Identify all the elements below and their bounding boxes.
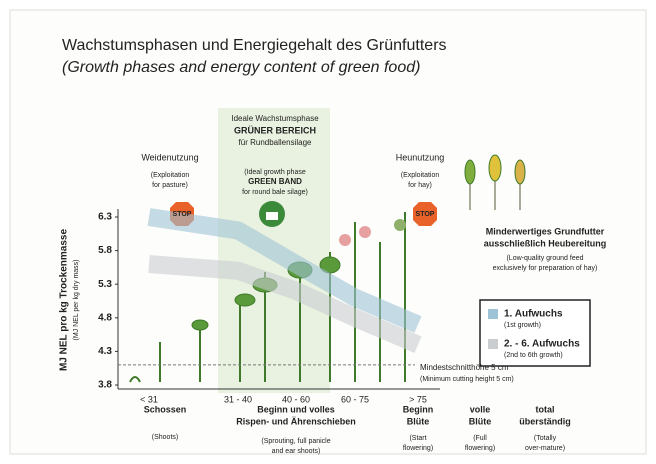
annotation: (Exploitation [151, 172, 190, 179]
thumbs-up-icon [266, 212, 278, 220]
annotation: Beginn und volles [257, 404, 335, 414]
annotation: ausschließlich Heubereitung [484, 238, 607, 248]
annotation: exclusively for preparation of hay) [493, 265, 598, 272]
annotation: (Ideal growth phase [244, 169, 306, 176]
y-tick-label: 4.8 [98, 312, 112, 323]
annotation: flowering) [403, 445, 433, 452]
annotation: GREEN BAND [248, 177, 302, 186]
annotation: für Rundballensilage [239, 138, 312, 147]
legend-swatch [488, 309, 498, 319]
y-axis-label: MJ NEL pro kg Trockenmasse [59, 229, 70, 372]
annotation: (Totally [534, 435, 557, 442]
y-axis-label-en: (MJ NEL per kg dry mass) [73, 259, 80, 340]
annotation: Weidenutzung [141, 152, 198, 162]
y-tick-label: 3.8 [98, 380, 112, 391]
chart-title: Wachstumsphasen und Energiegehalt des Gr… [62, 37, 447, 54]
x-tick-label: 60 - 75 [341, 394, 369, 404]
x-tick-label: > 75 [409, 394, 427, 404]
annotation: (Full [473, 435, 487, 442]
annotation: over-mature) [525, 445, 565, 452]
x-tick-label: < 31 [140, 394, 158, 404]
y-tick-label: 5.8 [98, 245, 112, 256]
x-tick-label: 40 - 60 [282, 394, 310, 404]
annotation: for round bale silage) [242, 189, 308, 196]
annotation: (Shoots) [152, 434, 178, 441]
annotation: (Exploitation [401, 172, 440, 179]
legend-label: 1. Aufwuchs [504, 309, 563, 320]
annotation: Mindestschnitthöhe 5 cm [420, 363, 509, 372]
legend-swatch [488, 339, 498, 349]
annotation: (Start [409, 435, 426, 442]
annotation: (Sprouting, full panicle [261, 438, 330, 445]
annotation: total [536, 404, 555, 414]
x-tick-label: 31 - 40 [224, 394, 252, 404]
annotation: Schossen [144, 404, 187, 414]
annotation: for pasture) [152, 182, 188, 189]
annotation: überständig [519, 416, 571, 426]
annotation: Blüte [469, 416, 492, 426]
chart-subtitle: (Growth phases and energy content of gre… [62, 59, 420, 76]
annotation: (Low-quality ground feed [506, 255, 583, 262]
y-tick-label: 5.3 [98, 279, 112, 290]
annotation: Minderwertiges Grundfutter [486, 226, 605, 236]
annotation: Blüte [407, 416, 430, 426]
legend-note: (1st growth) [504, 322, 541, 329]
annotation: Beginn [403, 404, 434, 414]
y-tick-label: 4.3 [98, 346, 112, 357]
annotation: Heunutzung [396, 152, 445, 162]
annotation: STOP [173, 211, 192, 218]
annotation: volle [470, 404, 491, 414]
annotation: (Minimum cutting height 5 cm) [420, 376, 514, 383]
annotation: GRÜNER BEREICH [234, 125, 316, 135]
annotation: flowering) [465, 445, 495, 452]
annotation: Ideale Wachstumsphase [231, 114, 319, 123]
annotation: and ear shoots) [272, 448, 321, 455]
annotation: STOP [416, 211, 435, 218]
chart: Wachstumsphasen und Energiegehalt des Gr… [0, 0, 656, 464]
annotation: for hay) [408, 182, 432, 189]
annotation: Rispen- und Ährenschieben [236, 416, 356, 426]
y-tick-label: 6.3 [98, 212, 112, 223]
legend-label: 2. - 6. Aufwuchs [504, 339, 580, 350]
legend-note: (2nd to 6th growth) [504, 352, 563, 359]
